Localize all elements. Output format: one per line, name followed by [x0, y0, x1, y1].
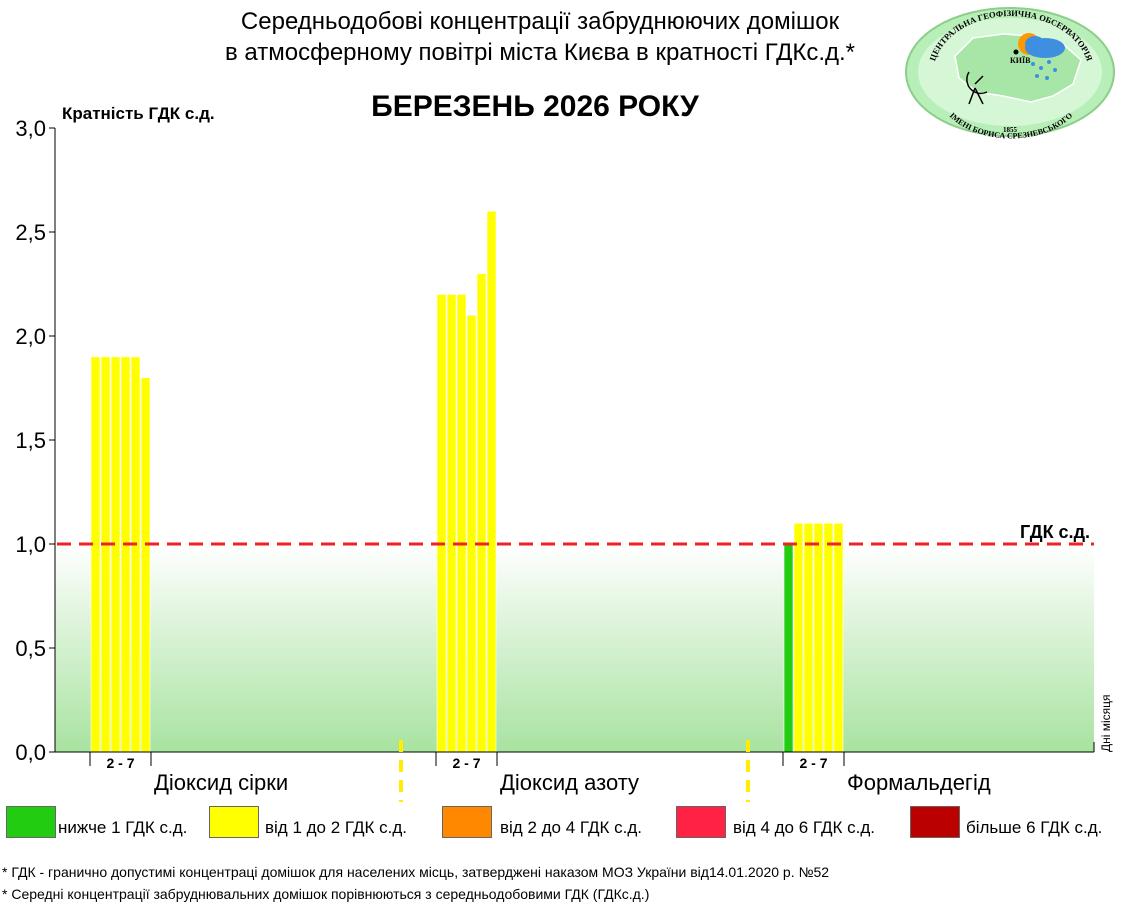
legend-label: від 4 до 6 ГДК с.д.: [733, 818, 875, 837]
legend-swatch: [676, 806, 726, 838]
footnote-2: * Середні концентрації забруднювальних д…: [2, 886, 650, 902]
y-tick-label: 0,0: [15, 740, 46, 765]
bar: [110, 356, 121, 753]
y-tick-label: 2,5: [15, 220, 46, 245]
logo-city: КИЇВ: [1010, 56, 1031, 65]
y-tick-label: 1,0: [15, 532, 46, 557]
group-name: Діоксид азоту: [500, 770, 639, 795]
bar: [436, 294, 447, 753]
days-label: 2 - 7: [452, 755, 480, 771]
bar: [793, 522, 804, 753]
y-tick-label: 1,5: [15, 428, 46, 453]
bar: [130, 356, 141, 753]
antenna-icon: [966, 71, 988, 105]
legend-label: більше 6 ГДК с.д.: [966, 818, 1103, 837]
days-label: 2 - 7: [799, 755, 827, 771]
bar: [100, 356, 111, 753]
legend-label: нижче 1 ГДК с.д.: [58, 818, 188, 837]
y-tick-label: 0,5: [15, 636, 46, 661]
bar: [456, 294, 467, 753]
legend-swatch: [6, 806, 56, 838]
legend-swatch: [910, 806, 960, 838]
group-name: Формальдегід: [847, 770, 991, 795]
bar: [120, 356, 131, 753]
y-axis-label: Кратність ГДК с.д.: [62, 104, 215, 123]
limit-line-label: ГДК с.д.: [1020, 522, 1090, 542]
legend-swatch: [209, 806, 259, 838]
bar: [446, 294, 457, 753]
y-tick-label: 2,0: [15, 324, 46, 349]
observatory-logo: КИЇВ ЦЕНТРАЛЬНА ГЕОФІЗИЧНА ОБСЕРВАТОРІЯ …: [905, 7, 1115, 140]
bar: [833, 522, 844, 753]
below-limit-band: [55, 544, 1094, 752]
legend-label: від 1 до 2 ГДК с.д.: [265, 818, 407, 837]
legend-label: від 2 до 4 ГДК с.д.: [500, 818, 642, 837]
bar: [783, 543, 794, 753]
chart-title-line-1: Середньодобові концентрації забруднюючих…: [240, 8, 840, 35]
logo-year: 1855: [1003, 126, 1018, 134]
x-axis-label: Дні місяця: [1099, 694, 1113, 752]
month-title: БЕРЕЗЕНЬ 2026 РОКУ: [371, 90, 699, 123]
days-label: 2 - 7: [106, 755, 134, 771]
bar: [823, 522, 834, 753]
bar: [90, 356, 101, 753]
chart-title-line-2: в атмосферному повітрі міста Києва в кра…: [225, 39, 855, 66]
bar: [476, 273, 487, 753]
bar: [466, 314, 477, 753]
bar: [813, 522, 824, 753]
bar: [486, 210, 497, 753]
y-tick-label: 3,0: [15, 116, 46, 141]
group-name: Діоксид сірки: [154, 770, 288, 795]
legend-swatch: [442, 806, 492, 838]
bar: [803, 522, 814, 753]
footnote-1: * ГДК - гранично допустимі концентраці д…: [2, 864, 830, 880]
bar: [140, 377, 151, 753]
